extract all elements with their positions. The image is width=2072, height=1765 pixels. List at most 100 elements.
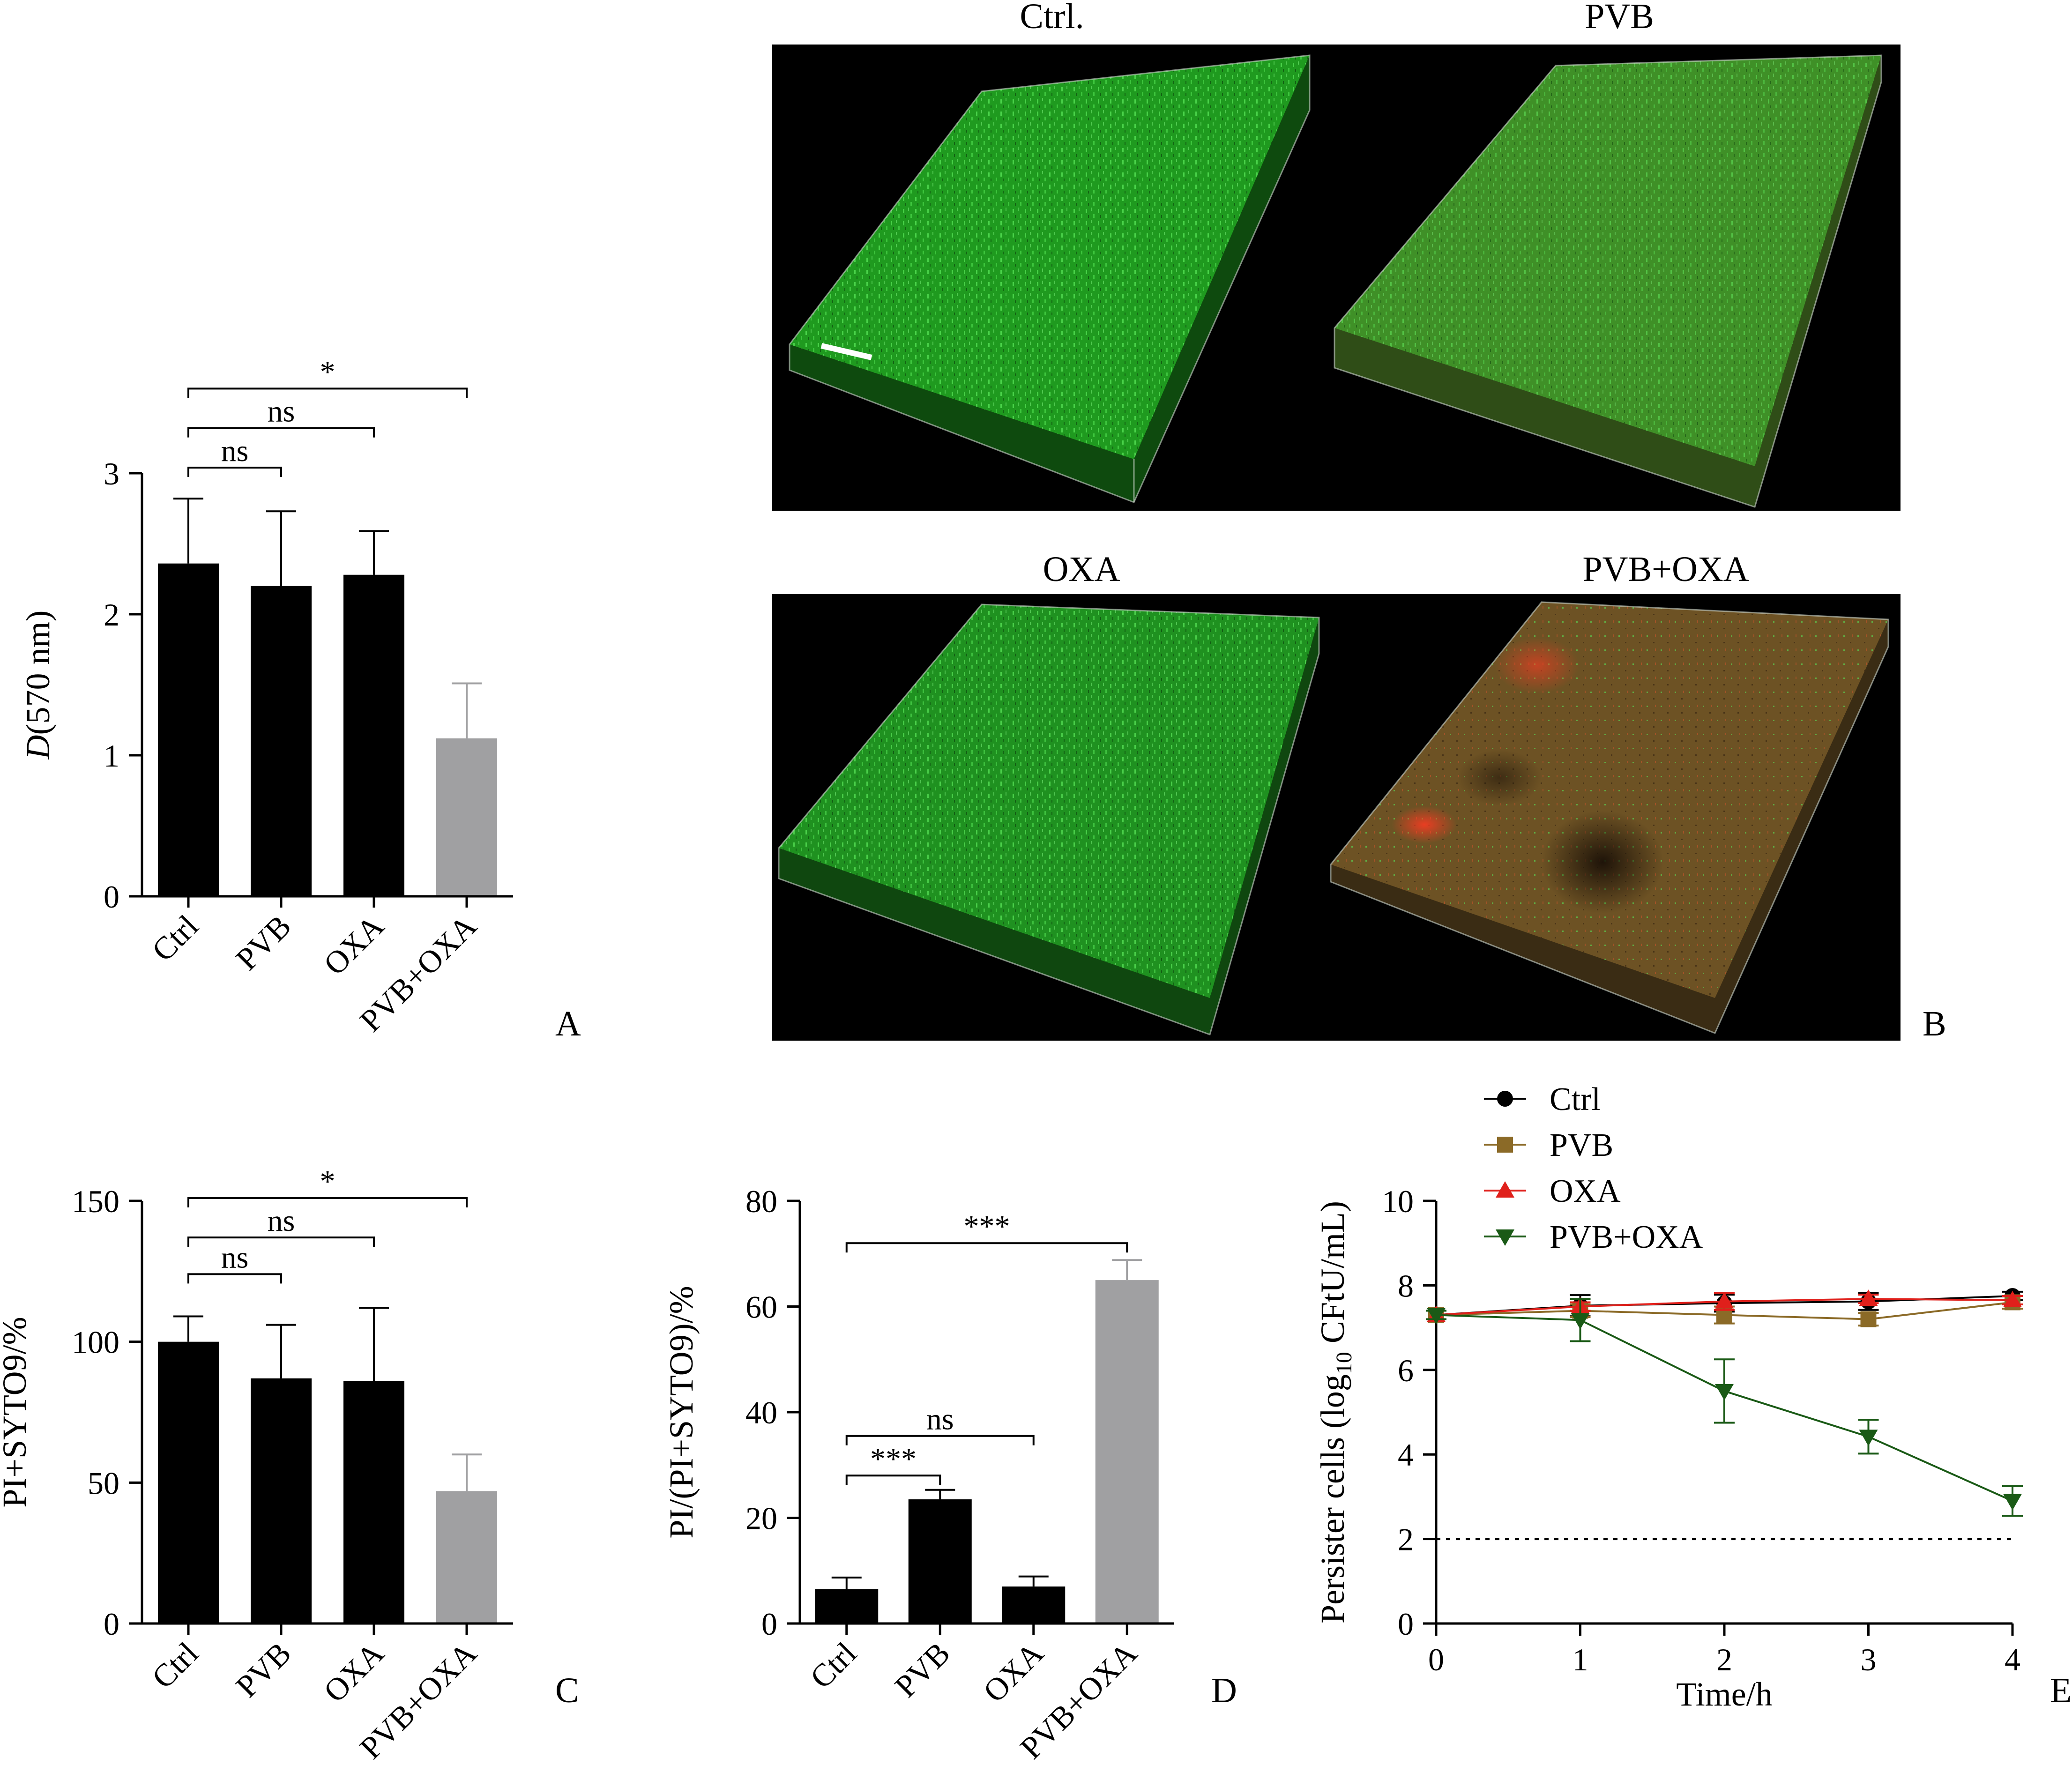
panel-label-c: C — [555, 1671, 579, 1710]
data-point-pvb-oxa — [1571, 1313, 1590, 1330]
x-tick-label: OXA — [317, 908, 391, 982]
data-point-oxa — [1859, 1289, 1878, 1306]
bar-pvb — [251, 586, 312, 896]
bar-ctrl — [158, 1341, 219, 1624]
significance-label: ns — [221, 1240, 249, 1274]
y-tick-label: 80 — [745, 1184, 777, 1219]
x-tick-label: 0 — [1428, 1642, 1444, 1677]
x-tick-label: PVB — [229, 908, 298, 977]
legend-marker-pvb — [1497, 1137, 1513, 1153]
significance-bracket — [187, 387, 468, 398]
significance-bracket — [845, 1242, 1128, 1253]
significance-bracket — [187, 427, 375, 438]
y-tick-label: 4 — [1398, 1437, 1414, 1473]
x-tick-label: 2 — [1716, 1642, 1732, 1677]
legend-label-pvb: PVB — [1550, 1127, 1613, 1163]
x-tick-label: OXA — [976, 1635, 1050, 1709]
significance-label: ns — [268, 1204, 295, 1238]
legend-label-oxa: OXA — [1550, 1173, 1621, 1209]
y-axis-label: PI+SYTO9/% — [0, 1317, 33, 1507]
data-point-oxa — [2003, 1290, 2022, 1307]
bar-oxa — [343, 1381, 404, 1624]
significance-bracket — [187, 1236, 375, 1247]
significance-label: *** — [870, 1442, 917, 1476]
bar-ctrl — [815, 1589, 879, 1624]
micrograph-pvb-oxa — [1325, 594, 1901, 1041]
panel-label-a: A — [555, 1004, 581, 1043]
significance-label: * — [320, 355, 335, 389]
y-tick-label: 0 — [761, 1606, 777, 1642]
y-axis-label: D(570 nm) — [19, 611, 57, 760]
bar-pvb-oxa — [436, 738, 497, 896]
micrograph-title-oxa: OXA — [1043, 550, 1120, 589]
legend-label-ctrl: Ctrl — [1550, 1081, 1601, 1117]
bar-oxa — [1002, 1586, 1066, 1624]
y-tick-label: 150 — [72, 1184, 119, 1219]
y-tick-label: 3 — [104, 456, 119, 492]
micrograph-ctrl — [772, 45, 1325, 511]
x-tick-label: 4 — [2005, 1642, 2020, 1677]
y-tick-label: 0 — [1398, 1606, 1414, 1642]
x-tick-label: Ctrl — [145, 1635, 205, 1696]
bar-oxa — [343, 574, 404, 896]
micrograph-title-pvb: PVB — [1585, 0, 1654, 36]
data-point-pvb-oxa — [1715, 1384, 1734, 1400]
data-point-pvb-oxa — [1859, 1430, 1878, 1446]
x-tick-label: Ctrl — [803, 1635, 864, 1696]
y-tick-label: 2 — [104, 597, 119, 633]
bar-pvb — [251, 1378, 312, 1624]
significance-bracket — [187, 466, 282, 477]
y-tick-label: 2 — [1398, 1522, 1414, 1557]
data-point-pvb-oxa — [2003, 1494, 2022, 1511]
y-tick-label: 100 — [72, 1325, 119, 1360]
significance-bracket — [187, 1273, 282, 1284]
significance-label: ns — [268, 395, 295, 429]
scale-bar — [820, 343, 872, 360]
micrograph-title-pvb-oxa: PVB+OXA — [1582, 550, 1749, 589]
legend-marker-ctrl — [1497, 1091, 1513, 1107]
x-tick-label: PVB — [229, 1635, 298, 1704]
data-point-pvb — [1860, 1311, 1877, 1327]
x-tick-label: OXA — [317, 1635, 391, 1709]
significance-label: ns — [221, 434, 249, 468]
y-tick-label: 20 — [745, 1501, 777, 1536]
legend-marker-oxa — [1496, 1181, 1514, 1198]
significance-bracket — [845, 1475, 941, 1485]
line-chart-persister-cells: 0 2 4 6 8 10 0 1 2 3 4 Time/h Persister cells (log10… — [1314, 1081, 2023, 1713]
y-tick-label: 0 — [104, 1606, 119, 1642]
panel-label-b: B — [1923, 1004, 1946, 1043]
y-tick-label: 1 — [104, 738, 119, 774]
significance-bracket — [845, 1435, 1035, 1445]
legend-marker-pvb-oxa — [1496, 1229, 1514, 1246]
y-tick-label: 6 — [1398, 1353, 1414, 1388]
x-tick-label: 3 — [1861, 1642, 1877, 1677]
y-tick-label: 8 — [1398, 1268, 1414, 1303]
bar-pvb — [908, 1499, 972, 1624]
micrograph-oxa — [772, 594, 1325, 1041]
x-tick-label: PVB — [888, 1635, 957, 1704]
bar-ctrl — [158, 563, 219, 896]
y-axis-label: Persister cells (log10 CFtU/mL) — [1314, 1201, 1356, 1624]
panel-label-e: E — [2050, 1671, 2072, 1710]
data-point-pvb-oxa — [1427, 1308, 1446, 1325]
y-tick-label: 60 — [745, 1289, 777, 1325]
micrograph-panel: Ctrl. PVB OXA PVB+OXA — [772, 0, 1901, 1041]
bar-pvb-oxa — [1095, 1280, 1159, 1624]
y-tick-label: 40 — [745, 1395, 777, 1430]
significance-label: * — [320, 1164, 335, 1199]
y-tick-label: 10 — [1382, 1184, 1414, 1219]
bar-pvb-oxa — [436, 1491, 497, 1624]
data-point-oxa — [1715, 1292, 1734, 1309]
significance-label: *** — [964, 1209, 1010, 1244]
legend-label-pvb-oxa: PVB+OXA — [1550, 1219, 1703, 1255]
significance-bracket — [187, 1197, 468, 1207]
panel-label-d: D — [1211, 1671, 1237, 1710]
y-tick-label: 50 — [88, 1465, 119, 1501]
x-tick-label: Ctrl — [145, 908, 205, 968]
x-tick-label: 1 — [1573, 1642, 1588, 1677]
micrograph-title-ctrl: Ctrl. — [1020, 0, 1084, 36]
